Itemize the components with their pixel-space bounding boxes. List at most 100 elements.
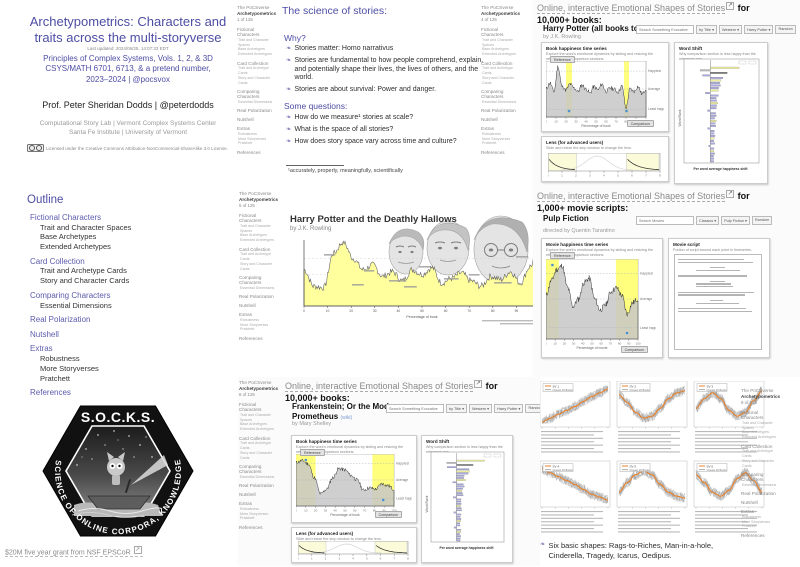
outline-item-link[interactable]: Story and Character Cards — [40, 276, 130, 286]
filter-dropdown[interactable]: Harry Potter ▾ — [744, 25, 774, 34]
sidebar-section-link[interactable]: Real Polarization — [741, 491, 776, 497]
lens-chart[interactable]: 0 1 2 3 4 5 6 7 8 — [547, 152, 666, 184]
sidebar-item-link[interactable]: Base Archetypes — [482, 47, 509, 52]
outline-item-link[interactable]: Pratchett — [40, 373, 71, 383]
sidebar-item-link[interactable]: Trait and Archetype Cards — [240, 252, 272, 261]
sidebar-item-link[interactable]: Pratchett — [742, 524, 757, 529]
sidebar-section-link[interactable]: References — [239, 524, 263, 530]
sidebar-item-link[interactable]: Trait and Character Spaces — [742, 420, 773, 430]
course-handle[interactable]: 2023–2024 | @pocsvox — [85, 74, 171, 84]
sidebar-item-link[interactable]: Robustness — [482, 131, 501, 136]
sidebar-item-link[interactable]: More Storyverses — [238, 136, 267, 141]
sidebar-section-link[interactable]: Extras — [481, 126, 495, 132]
sidebar-item-link[interactable]: Robustness — [742, 514, 761, 519]
sidebar-item-link[interactable]: Essential Dimensions — [240, 474, 275, 479]
sidebar-item-link[interactable]: Essential Dimensions — [742, 482, 777, 487]
sidebar-item-link[interactable]: Trait and Character Spaces — [240, 412, 271, 422]
sidebar-section-link[interactable]: Real Polarization — [481, 108, 516, 114]
license-text[interactable]: Licensed under the Creative Commons Attr… — [46, 145, 228, 151]
reference-window-button[interactable]: Reference — [550, 56, 575, 63]
sidebar-section-link[interactable]: Nutshell — [741, 500, 758, 506]
sidebar-item-link[interactable]: Trait and Archetype Cards — [482, 66, 514, 75]
sidebar-section-link[interactable]: Card Collection — [481, 60, 513, 66]
sidebar-item-link[interactable]: Extended Archetypes — [482, 52, 516, 57]
sidebar-section-link[interactable]: Fictional Characters — [237, 26, 260, 38]
outline-item-link[interactable]: Robustness — [40, 354, 80, 364]
sidebar-item-link[interactable]: Base Archetypes — [240, 233, 267, 238]
word-shift-chart[interactable]: Per word average happiness shift Word Ra… — [678, 57, 763, 184]
hedonometer-search-input[interactable] — [636, 25, 694, 34]
movie-script-text[interactable] — [674, 254, 762, 350]
sidebar-item-link[interactable]: More Storyverses — [482, 136, 511, 141]
sidebar-section-link[interactable]: Card Collection — [741, 443, 773, 449]
book-timeseries-chart[interactable]: Happiest Average Least happy 0 10 20 30 … — [545, 60, 666, 138]
sidebar-item-link[interactable]: Essential Dimensions — [482, 99, 517, 104]
comparison-window-button[interactable]: Comparison — [620, 346, 648, 353]
filter-dropdown[interactable]: Western ▾ — [469, 404, 493, 413]
sidebar-item-link[interactable]: Trait and Archetype Cards — [240, 441, 272, 450]
sidebar-item-link[interactable]: Story and Character Cards — [240, 261, 273, 271]
sidebar-section-link[interactable]: References — [741, 532, 765, 538]
sidebar-item-link[interactable]: Trait and Archetype Cards — [742, 449, 774, 458]
sidebar-section-link[interactable]: Fictional Characters — [239, 401, 262, 413]
sidebar-section-link[interactable]: Real Polarization — [237, 108, 272, 114]
sidebar-item-link[interactable]: Story and Character Cards — [240, 450, 273, 460]
reference-window-button[interactable]: Reference — [300, 449, 325, 456]
sidebar-section-link[interactable]: Nutshell — [481, 117, 498, 123]
sidebar-section-link[interactable]: Card Collection — [239, 246, 271, 252]
sidebar-section-link[interactable]: Comparing Characters — [741, 471, 764, 483]
movie-timeseries-chart[interactable]: Happiest Average Least happy 0 10 20 30 … — [545, 258, 658, 360]
outline-item-link[interactable]: Extended Archetypes — [40, 242, 111, 252]
outline-item-link[interactable]: Trait and Archetype Cards — [40, 266, 127, 276]
sidebar-item-link[interactable]: Pratchett — [482, 141, 497, 146]
sidebar-item-link[interactable]: Robustness — [238, 131, 257, 136]
sidebar-item-link[interactable]: Pratchett — [240, 516, 255, 521]
shapes-of-stories-link[interactable]: Online, interactive Emotional Shapes of … — [537, 3, 726, 14]
sidebar-section-link[interactable]: Extras — [741, 509, 755, 515]
sidebar-section-link[interactable]: Extras — [239, 312, 253, 318]
sidebar-item-link[interactable]: Pratchett — [238, 141, 253, 146]
sidebar-item-link[interactable]: Extended Archetypes — [742, 435, 776, 440]
outline-section-link[interactable]: Comparing Characters — [30, 290, 111, 300]
outline-section-link[interactable]: Nutshell — [30, 329, 59, 339]
sidebar-section-link[interactable]: Nutshell — [239, 303, 256, 309]
sidebar-item-link[interactable]: Trait and Archetype Cards — [238, 66, 270, 75]
sidebar-section-link[interactable]: Comparing Characters — [481, 88, 504, 100]
sidebar-item-link[interactable]: Trait and Character Spaces — [240, 223, 271, 233]
sidebar-item-link[interactable]: Extended Archetypes — [238, 52, 272, 57]
sidebar-item-link[interactable]: Trait and Character Spaces — [238, 37, 269, 47]
sidebar-section-link[interactable]: Extras — [237, 126, 251, 132]
sidebar-section-link[interactable]: Real Polarization — [239, 294, 274, 300]
outline-item-link[interactable]: Essential Dimensions — [40, 300, 112, 310]
sidebar-item-link[interactable]: More Storyverses — [240, 511, 269, 516]
sidebar-item-link[interactable]: Story and Character Cards — [482, 75, 515, 85]
sidebar-item-link[interactable]: Base Archetypes — [238, 47, 265, 52]
reference-window-button[interactable]: Reference — [550, 252, 575, 259]
outline-section-link[interactable]: Real Polarization — [30, 315, 91, 325]
hedonometer-search-input[interactable] — [636, 216, 694, 225]
outline-section-link[interactable]: Extras — [30, 344, 53, 354]
sidebar-item-link[interactable]: Robustness — [240, 506, 259, 511]
sidebar-section-link[interactable]: References — [239, 335, 263, 341]
book-timeseries-chart[interactable]: Happiest Average Least happy 0 10 20 30 … — [295, 453, 414, 527]
sidebar-section-link[interactable]: Nutshell — [239, 492, 256, 498]
filter-dropdown[interactable]: by Title ▾ — [446, 404, 467, 413]
outline-item-link[interactable]: Trait and Character Spaces — [40, 222, 132, 232]
outline-item-link[interactable]: More Storyverses — [40, 363, 99, 373]
sidebar-item-link[interactable]: Base Archetypes — [742, 430, 769, 435]
shapes-of-stories-link[interactable]: Online, interactive Emotional Shapes of … — [285, 381, 474, 392]
wiki-link[interactable]: (wiki) — [340, 415, 353, 421]
sidebar-section-link[interactable]: Nutshell — [237, 117, 254, 123]
sidebar-section-link[interactable]: Comparing Characters — [239, 463, 262, 475]
sidebar-item-link[interactable]: Story and Character Cards — [238, 75, 271, 85]
random-button[interactable]: Random — [775, 25, 796, 34]
sidebar-section-link[interactable]: Comparing Characters — [237, 88, 260, 100]
sidebar-item-link[interactable]: Pratchett — [240, 327, 255, 332]
comparison-window-button[interactable]: Comparison — [374, 511, 402, 518]
filter-dropdown[interactable]: Harry Potter ▾ — [494, 404, 524, 413]
sidebar-section-link[interactable]: Fictional Characters — [481, 26, 504, 38]
outline-section-link[interactable]: Fictional Characters — [30, 213, 102, 222]
sidebar-section-link[interactable]: Fictional Characters — [741, 409, 764, 421]
sidebar-item-link[interactable]: Trait and Character Spaces — [482, 37, 513, 47]
shapes-of-stories-link[interactable]: Online, interactive Emotional Shapes of … — [537, 191, 726, 202]
